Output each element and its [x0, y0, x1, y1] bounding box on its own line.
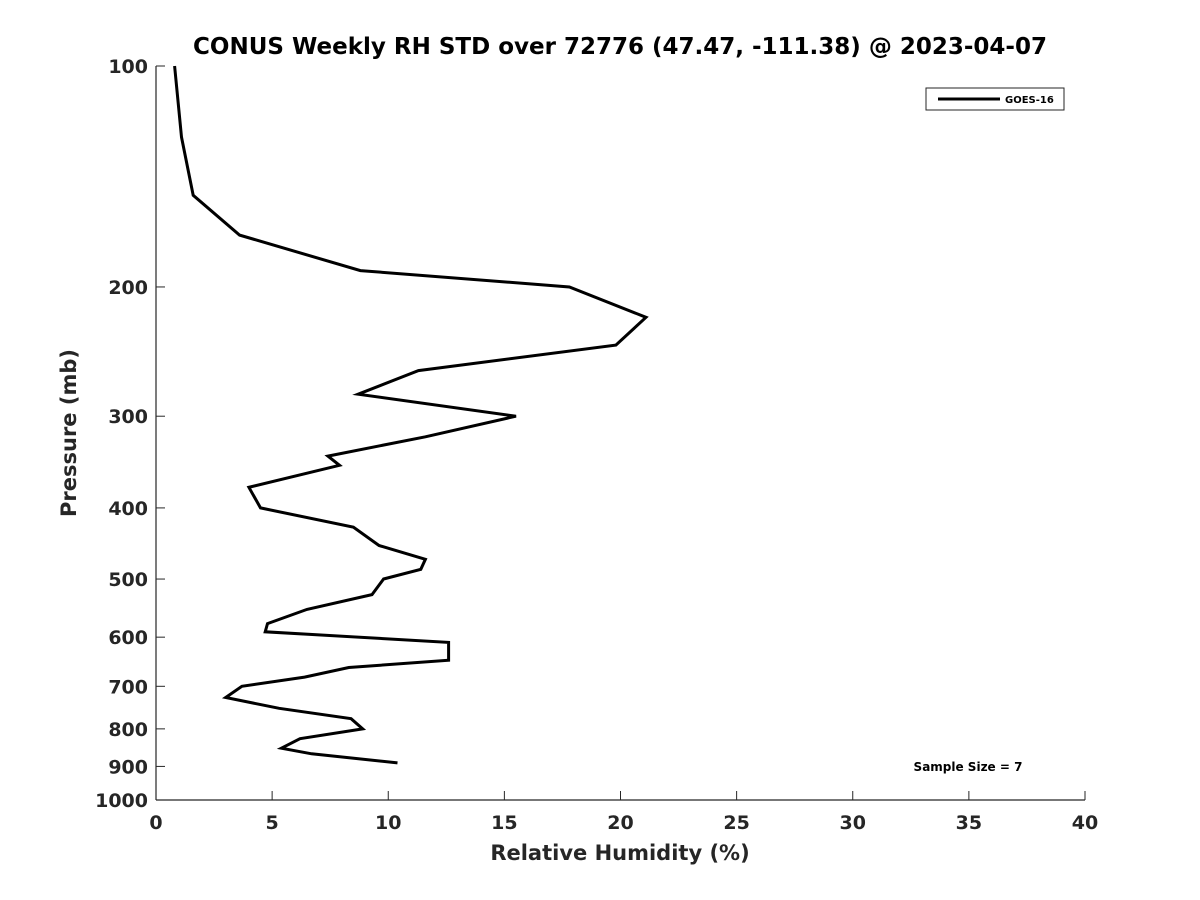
x-tick-label: 15 — [491, 812, 517, 834]
y-tick-label: 500 — [108, 569, 148, 591]
x-ticks: 0 5 10 15 20 25 30 35 40 — [149, 791, 1098, 834]
chart-title: CONUS Weekly RH STD over 72776 (47.47, -… — [193, 34, 1047, 60]
y-tick-label: 400 — [108, 498, 148, 520]
y-ticks: 100 200 300 400 500 600 700 800 900 1000 — [95, 56, 165, 812]
x-tick-label: 35 — [956, 812, 982, 834]
y-tick-label: 300 — [108, 406, 148, 428]
x-tick-label: 40 — [1072, 812, 1098, 834]
y-tick-label: 800 — [108, 719, 148, 741]
x-tick-label: 25 — [723, 812, 749, 834]
x-tick-label: 0 — [149, 812, 162, 834]
y-axis-label: Pressure (mb) — [57, 349, 81, 517]
y-tick-label: 600 — [108, 627, 148, 649]
y-tick-label: 1000 — [95, 790, 148, 812]
series-line-goes16 — [173, 65, 649, 765]
x-tick-label: 20 — [607, 812, 633, 834]
x-axis-label: Relative Humidity (%) — [490, 841, 749, 865]
legend-label-goes16: GOES-16 — [1005, 95, 1054, 106]
x-tick-label: 10 — [375, 812, 401, 834]
y-tick-label: 100 — [108, 56, 148, 78]
legend: GOES-16 — [925, 87, 1065, 111]
sample-size-annotation: Sample Size = 7 — [914, 760, 1023, 774]
y-tick-label: 200 — [108, 277, 148, 299]
x-tick-label: 5 — [266, 812, 279, 834]
x-tick-label: 30 — [840, 812, 866, 834]
y-tick-label: 900 — [108, 756, 148, 778]
y-tick-label: 700 — [108, 676, 148, 698]
